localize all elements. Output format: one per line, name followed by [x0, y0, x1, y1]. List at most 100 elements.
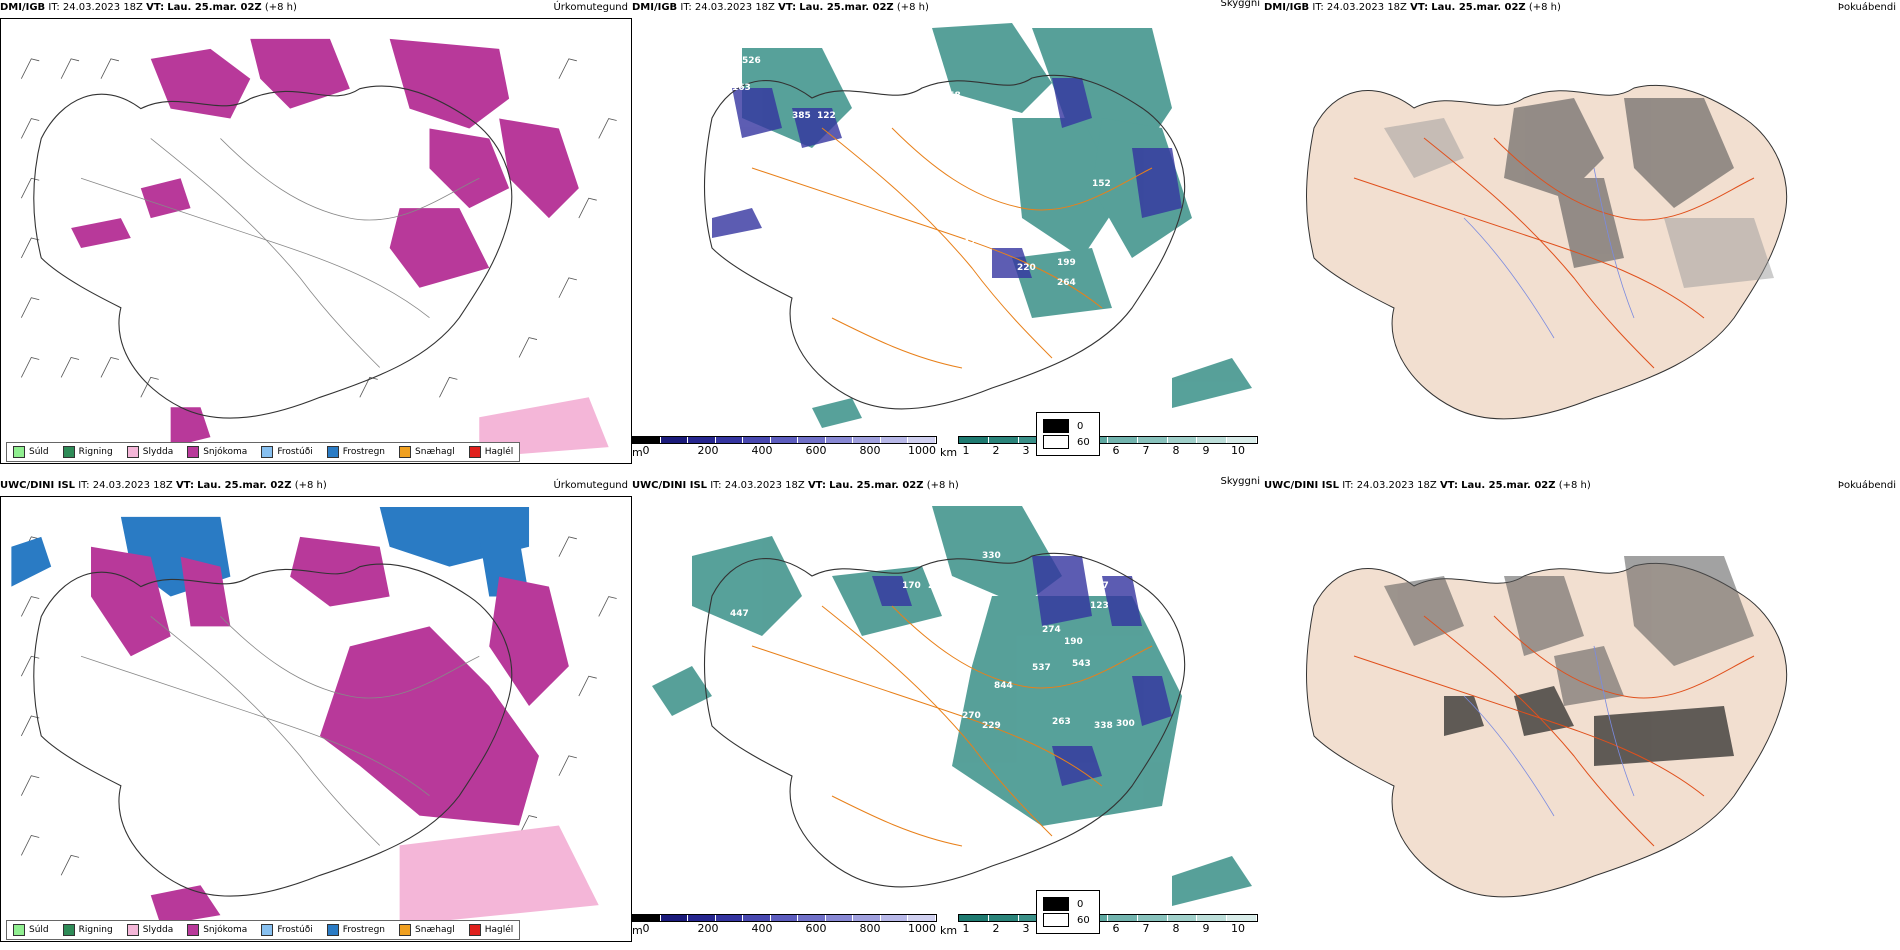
legend-label: Rigning [78, 447, 113, 457]
bar-step [715, 915, 744, 921]
bar-step [880, 915, 909, 921]
cloudbase-value: 263 [1052, 717, 1071, 727]
bar-step [988, 437, 1019, 443]
bar-step [1137, 915, 1168, 921]
legend-item-hail: Haglél [468, 446, 513, 458]
fog-map [1306, 84, 1788, 420]
rivers [1463, 645, 1635, 817]
valid-label: VT: [807, 480, 826, 491]
legend-label: Frostúði [277, 447, 313, 457]
bar-step [798, 437, 826, 443]
tick-label: 800 [859, 922, 881, 935]
cloudbase-value: 543 [1072, 659, 1091, 669]
legend-swatch [1043, 419, 1069, 433]
panel-header: UWC/DINI ISL IT: 24.03.2023 18Z VT: Lau.… [0, 478, 632, 494]
cloudbase-unit: m [632, 924, 643, 937]
tick-label: 8 [1172, 444, 1180, 457]
tick-label: 10 [1231, 922, 1245, 935]
cloudbase-value: 184 [680, 243, 699, 253]
issue-time: IT: 24.03.2023 18Z [680, 2, 775, 13]
iceland-outline [33, 563, 513, 897]
tick-label: 400 [751, 922, 773, 935]
tick-label: 0 [642, 922, 650, 935]
cloudbase-value: 190 [1064, 637, 1083, 647]
cloudbase-value: 135 [908, 704, 927, 714]
bar-step [825, 915, 854, 921]
cloudbase-bar [632, 436, 937, 444]
tick-label: 2 [992, 922, 1000, 935]
cloudbase-value: 300 [1116, 719, 1135, 729]
cloudbase-value: 274 [1042, 625, 1061, 635]
legend-label: Snjókoma [203, 447, 248, 457]
lead-time: (+8 h) [294, 480, 327, 491]
bar-step [908, 437, 937, 443]
roads [751, 605, 1153, 847]
fog-legend-item: 0 [1043, 897, 1093, 911]
lowcloud-areas [712, 78, 1182, 278]
cloudbase-value: 330 [982, 551, 1001, 561]
legend-item-snow-pellets: Snæhagl [399, 924, 455, 936]
model-name: DMI/IGB [632, 2, 678, 13]
cloudbase-value: 142 [957, 238, 976, 248]
fog-shading [1504, 98, 1734, 268]
legend-swatch [126, 446, 139, 458]
panel-header: DMI/IGB IT: 24.03.2023 18Z VT: Lau. 25.m… [0, 0, 632, 16]
lead-time: (+8 h) [1558, 480, 1591, 491]
panel-title: Skyggni [1220, 476, 1260, 487]
legend-label: Frostregn [342, 447, 386, 457]
tick-label: 7 [1142, 444, 1150, 457]
bar-step [1227, 437, 1257, 443]
cloudbase-value: 163 [732, 83, 751, 93]
visibility-panel-top: DMI/IGB IT: 24.03.2023 18Z VT: Lau. 25.m… [632, 0, 1264, 464]
iceland-outline [703, 552, 1186, 888]
fog-panel-top: DMI/IGB IT: 24.03.2023 18Z VT: Lau. 25.m… [1036, 0, 1900, 464]
wind-barbs [20, 536, 617, 876]
bar-step [825, 437, 854, 443]
legend-label: 0 [1077, 420, 1084, 432]
bar-step [1227, 915, 1257, 921]
tick-label: 600 [805, 922, 827, 935]
roads [751, 127, 1153, 369]
cloudbase-value: 311 [812, 179, 831, 189]
legend-label: Slydda [142, 447, 174, 457]
rivers [1463, 167, 1635, 339]
lead-time: (+8 h) [264, 2, 297, 13]
issue-time: IT: 24.03.2023 18Z [1312, 2, 1407, 13]
fog-shading-light [1384, 118, 1774, 288]
cloudbase-value: 844 [994, 681, 1013, 691]
roads [1353, 137, 1755, 369]
bar-step [880, 437, 909, 443]
tick-label: 1000 [908, 444, 936, 457]
wind-barbs [20, 58, 617, 398]
model-name: UWC/DINI ISL [0, 480, 76, 491]
cloudbase-value: 158 [942, 91, 961, 101]
fog-map [1306, 556, 1788, 898]
legend-swatch [1043, 897, 1069, 911]
cloudbase-value: 152 [1092, 179, 1111, 189]
cloudbase-colorbar: 0 200 400 600 800 1000 [632, 436, 937, 458]
bar-step [770, 437, 799, 443]
cloudbase-value: 537 [1032, 663, 1051, 673]
valid-label: VT: [1439, 480, 1458, 491]
legend-swatch [187, 924, 200, 936]
legend-swatch [62, 924, 75, 936]
legend-item-drizzle: Súld [13, 924, 49, 936]
legend-swatch [468, 924, 481, 936]
valid-time: Lau. 25.mar. 02Z [167, 2, 262, 13]
tick-label: 1 [962, 444, 970, 457]
tick-label: 200 [697, 444, 719, 457]
legend-swatch [62, 446, 75, 458]
tick-label: 0 [642, 444, 650, 457]
bar-step [959, 437, 989, 443]
precip-map [0, 496, 632, 942]
bar-step [853, 437, 881, 443]
legend-swatch [261, 924, 274, 936]
cloudbase-unit: m [632, 446, 643, 459]
valid-time: Lau. 25.mar. 02Z [197, 480, 292, 491]
visibility-ticks: 1 2 3 4 5 6 7 8 9 10 [958, 922, 1258, 936]
bar-step [1197, 915, 1228, 921]
cloudbase-value: 199 [1057, 258, 1076, 268]
bar-step [660, 915, 689, 921]
precip-legend: Súld Rigning Slydda Snjókoma Frostúði Fr… [6, 920, 521, 940]
legend-item-snow: Snjókoma [187, 924, 247, 936]
